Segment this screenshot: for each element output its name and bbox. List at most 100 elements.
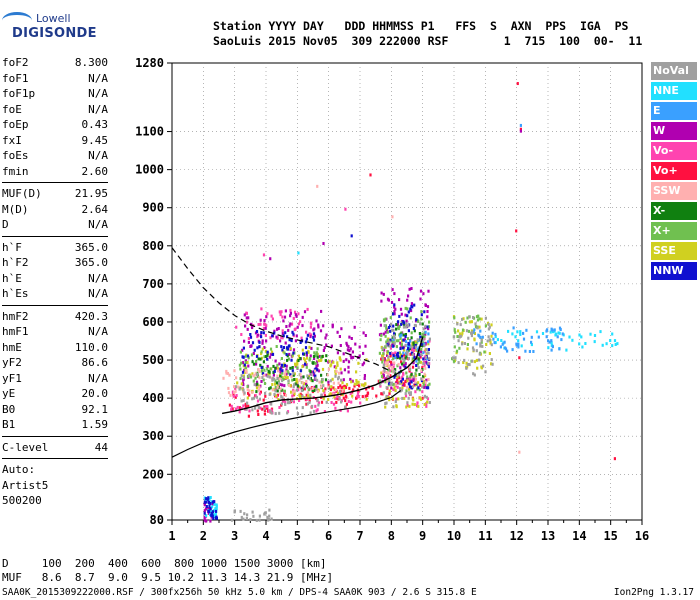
data-point-x-plus	[416, 387, 419, 391]
data-point-noval	[471, 330, 474, 334]
data-point-noval	[315, 387, 318, 391]
data-point-nne	[609, 339, 612, 342]
data-point-nne	[519, 330, 522, 334]
data-point-sse	[334, 372, 337, 376]
data-point-sse	[298, 385, 301, 389]
data-point-noval	[392, 335, 395, 339]
data-point-noval	[266, 374, 269, 378]
data-point-noval	[479, 342, 482, 346]
data-point-nnw	[393, 375, 396, 379]
data-point-nnw	[262, 331, 265, 335]
data-point-sse	[299, 394, 302, 398]
data-point-nnw	[393, 332, 396, 336]
data-point-vo-minus	[379, 384, 382, 388]
data-point-x-plus	[406, 337, 410, 341]
data-point-x-plus	[249, 375, 253, 379]
data-point-noval	[388, 378, 391, 382]
data-point-w	[422, 292, 425, 296]
data-point-sse	[333, 395, 336, 399]
data-point-nne	[611, 332, 614, 336]
data-point-vo-plus	[238, 406, 241, 410]
data-point-ssw	[225, 369, 228, 373]
data-point-sse	[457, 329, 460, 333]
data-point-sse	[403, 396, 406, 400]
data-point-sse	[461, 331, 464, 335]
data-point-w	[241, 381, 245, 385]
data-point-x-plus	[282, 364, 285, 368]
data-point-vo-plus	[353, 384, 356, 388]
data-point-vo-minus	[359, 401, 362, 405]
data-point-nnw	[282, 346, 285, 349]
data-point-x-minus	[418, 373, 421, 376]
data-point-ssw	[252, 374, 255, 378]
data-point-x-plus	[256, 374, 259, 378]
data-point-w	[251, 326, 254, 330]
data-point-e	[473, 328, 476, 332]
data-point-w	[312, 373, 316, 377]
data-point-noval	[487, 322, 490, 326]
data-point-w	[203, 509, 206, 513]
data-point-w	[419, 297, 422, 301]
data-point-x-plus	[454, 330, 457, 334]
data-point-noval	[314, 376, 317, 380]
data-point-x-minus	[402, 333, 405, 337]
data-point-vo-plus	[396, 378, 399, 382]
data-point-sse	[350, 380, 353, 384]
data-point-noval	[470, 331, 473, 335]
data-point-noval	[401, 396, 404, 400]
data-point-w	[282, 319, 285, 323]
data-point-e	[525, 328, 528, 332]
param-value: 44	[94, 440, 108, 454]
x-tick-label: 13	[541, 529, 555, 543]
data-point-vo-minus	[423, 349, 426, 353]
data-point-noval	[334, 374, 337, 378]
data-point-vo-plus	[305, 402, 308, 406]
data-point-ssw	[414, 380, 417, 384]
data-point-noval	[340, 378, 343, 382]
data-point-ssw	[305, 380, 308, 383]
data-point-w	[364, 334, 367, 337]
data-point-vo-minus	[389, 346, 392, 350]
data-point-x-plus	[466, 343, 469, 346]
data-point-w	[352, 355, 355, 359]
data-point-x-minus	[404, 333, 407, 336]
data-point-e	[417, 346, 420, 350]
data-point-sse	[473, 332, 476, 335]
data-point-w	[325, 333, 328, 337]
data-point-sse	[293, 392, 296, 396]
data-point-ssw	[262, 374, 265, 378]
data-point-w	[324, 336, 327, 340]
data-point-w	[390, 386, 393, 390]
data-point-w	[399, 366, 402, 370]
data-point-w	[358, 345, 361, 349]
data-point-vo-minus	[235, 325, 238, 329]
data-point-nnw	[205, 500, 208, 504]
data-point-noval	[425, 348, 428, 351]
data-point-w	[270, 352, 273, 356]
data-point-nne	[203, 496, 206, 500]
data-point-vo-minus	[416, 404, 419, 408]
data-point-vo-plus	[390, 360, 393, 364]
data-point-sse	[322, 397, 325, 401]
data-point-nne	[205, 514, 208, 518]
data-point-vo-minus	[315, 409, 318, 413]
data-point-noval	[267, 518, 270, 522]
data-point-nnw	[417, 386, 420, 390]
data-point-ssw	[284, 393, 287, 397]
data-point-vo-minus	[271, 317, 274, 321]
data-point-w	[382, 292, 385, 296]
data-point-nnw	[389, 338, 392, 342]
data-point-x-minus	[269, 386, 272, 390]
data-point-nnw	[398, 314, 401, 318]
data-point-vo-plus	[411, 365, 415, 369]
data-point-noval	[405, 350, 408, 354]
data-point-vo-plus	[262, 398, 265, 402]
data-point-ssw	[381, 370, 385, 374]
data-point-w	[281, 383, 284, 387]
data-point-noval	[484, 316, 487, 320]
data-point-noval	[249, 518, 252, 522]
logo-line1: Lowell	[36, 12, 71, 25]
data-point-e	[494, 332, 497, 336]
data-point-w	[358, 354, 361, 358]
data-point-sse	[240, 382, 243, 386]
